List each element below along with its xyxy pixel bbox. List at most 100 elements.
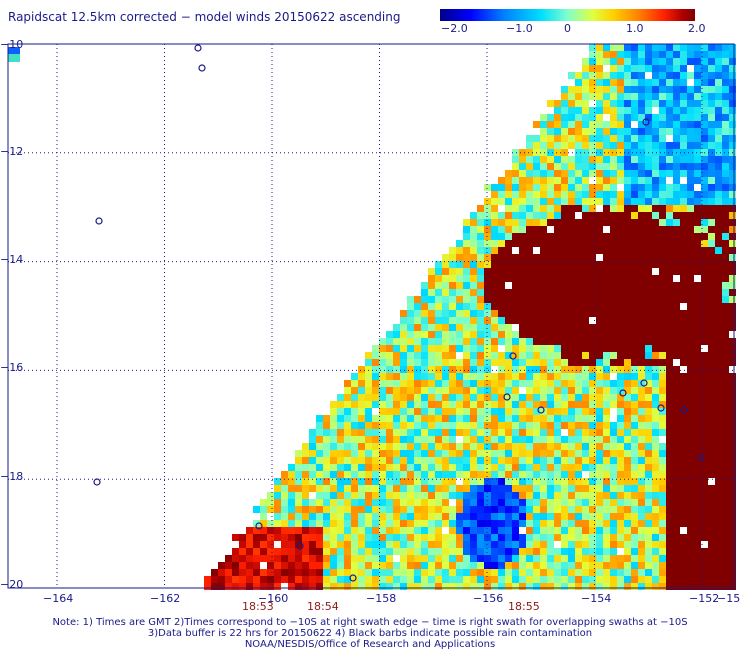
wind-cell [484, 380, 491, 387]
wind-cell [533, 345, 540, 352]
wind-cell [568, 310, 575, 317]
wind-cell [414, 485, 421, 492]
wind-cell [414, 506, 421, 513]
wind-cell [393, 513, 400, 520]
wind-cell [645, 583, 652, 590]
wind-cell [246, 555, 253, 562]
wind-cell [701, 163, 708, 170]
wind-cell [477, 394, 484, 401]
wind-cell [561, 401, 568, 408]
wind-cell [673, 289, 680, 296]
wind-cell [547, 142, 554, 149]
wind-cell [645, 58, 652, 65]
wind-cell [519, 457, 526, 464]
wind-cell [519, 170, 526, 177]
wind-cell [722, 394, 729, 401]
wind-cell [722, 114, 729, 121]
wind-cell [302, 527, 309, 534]
wind-cell [575, 464, 582, 471]
wind-cell [491, 268, 498, 275]
wind-cell [204, 583, 211, 590]
wind-cell [309, 576, 316, 583]
wind-cell [547, 471, 554, 478]
wind-cell [260, 548, 267, 555]
wind-cell [421, 555, 428, 562]
wind-cell [596, 555, 603, 562]
wind-cell [694, 254, 701, 261]
wind-cell [274, 534, 281, 541]
wind-cell [645, 233, 652, 240]
wind-cell [722, 247, 729, 254]
wind-cell [470, 317, 477, 324]
wind-cell [309, 464, 316, 471]
wind-cell [561, 100, 568, 107]
wind-cell [484, 247, 491, 254]
wind-cell [652, 310, 659, 317]
wind-cell [323, 436, 330, 443]
wind-cell [323, 422, 330, 429]
wind-cell [589, 163, 596, 170]
wind-cell [323, 513, 330, 520]
wind-cell [652, 191, 659, 198]
wind-cell [435, 394, 442, 401]
wind-cell [302, 576, 309, 583]
wind-cell [435, 296, 442, 303]
wind-cell [526, 254, 533, 261]
wind-cell [687, 205, 694, 212]
wind-cell [715, 555, 722, 562]
wind-cell [596, 352, 603, 359]
wind-cell [645, 429, 652, 436]
wind-cell [673, 44, 680, 51]
wind-cell [659, 576, 666, 583]
wind-cell [505, 520, 512, 527]
wind-cell [659, 289, 666, 296]
wind-cell [568, 408, 575, 415]
wind-cell [470, 240, 477, 247]
wind-cell [722, 93, 729, 100]
wind-cell [568, 303, 575, 310]
wind-cell [694, 107, 701, 114]
wind-cell [729, 219, 736, 226]
wind-cell [701, 65, 708, 72]
wind-cell [631, 380, 638, 387]
wind-cell [372, 499, 379, 506]
wind-cell [533, 492, 540, 499]
wind-cell [519, 436, 526, 443]
wind-cell [463, 240, 470, 247]
wind-cell [673, 177, 680, 184]
wind-cell [666, 142, 673, 149]
wind-cell [624, 373, 631, 380]
wind-cell [589, 65, 596, 72]
wind-cell [330, 562, 337, 569]
wind-cell [694, 58, 701, 65]
wind-cell [729, 163, 736, 170]
wind-cell [575, 338, 582, 345]
wind-cell [631, 72, 638, 79]
wind-cell [624, 520, 631, 527]
wind-cell [505, 499, 512, 506]
wind-cell [596, 317, 603, 324]
wind-cell [435, 583, 442, 590]
wind-cell [722, 226, 729, 233]
wind-cell [610, 240, 617, 247]
wind-cell [666, 86, 673, 93]
wind-cell [596, 44, 603, 51]
wind-cell [533, 219, 540, 226]
wind-cell [638, 156, 645, 163]
wind-cell [540, 240, 547, 247]
wind-cell [694, 93, 701, 100]
wind-cell [407, 408, 414, 415]
wind-cell [645, 562, 652, 569]
wind-cell [624, 114, 631, 121]
wind-cell [575, 219, 582, 226]
wind-cell [365, 366, 372, 373]
wind-cell [624, 352, 631, 359]
wind-cell [708, 240, 715, 247]
wind-cell [351, 569, 358, 576]
wind-cell [533, 541, 540, 548]
wind-cell [309, 569, 316, 576]
wind-cell [645, 247, 652, 254]
wind-cell [715, 79, 722, 86]
wind-cell [624, 128, 631, 135]
wind-cell [498, 387, 505, 394]
